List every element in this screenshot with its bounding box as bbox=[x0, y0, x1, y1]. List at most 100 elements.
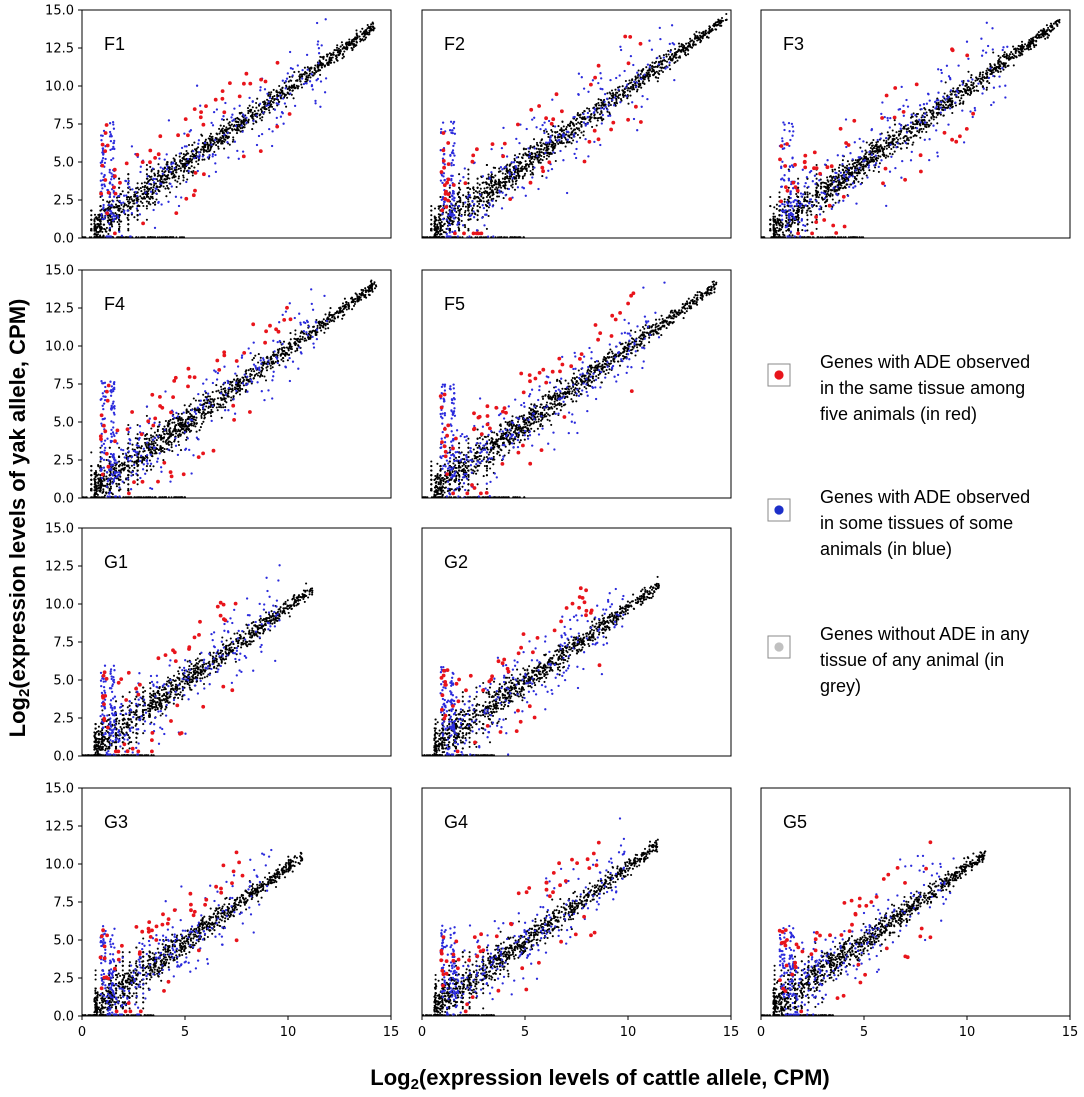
point-grey bbox=[636, 76, 639, 79]
point-grey bbox=[318, 69, 321, 72]
point-grey bbox=[344, 42, 348, 45]
point-grey bbox=[471, 212, 474, 215]
point-grey bbox=[533, 145, 536, 148]
point-grey bbox=[511, 183, 514, 186]
point-grey bbox=[551, 143, 554, 146]
point-grey bbox=[579, 116, 582, 119]
point-blue bbox=[463, 167, 466, 170]
point-grey bbox=[461, 205, 465, 208]
point-grey bbox=[165, 195, 168, 198]
point-grey bbox=[227, 127, 230, 130]
point-red bbox=[100, 163, 105, 168]
point-grey bbox=[449, 218, 452, 221]
point-grey bbox=[981, 71, 985, 74]
point-grey bbox=[922, 127, 925, 131]
point-grey bbox=[611, 92, 615, 95]
point-grey bbox=[942, 104, 945, 107]
point-blue bbox=[515, 156, 518, 159]
point-grey bbox=[683, 46, 686, 49]
point-grey bbox=[517, 164, 520, 167]
point-grey bbox=[337, 50, 340, 54]
point-grey bbox=[490, 189, 493, 192]
point-grey bbox=[366, 27, 369, 30]
point-blue bbox=[157, 201, 160, 204]
point-blue bbox=[587, 90, 590, 93]
point-grey bbox=[174, 175, 177, 178]
point-blue bbox=[544, 151, 547, 155]
point-blue bbox=[449, 120, 453, 123]
point-grey bbox=[817, 196, 820, 199]
point-grey bbox=[536, 151, 539, 154]
point-blue bbox=[466, 196, 469, 199]
point-grey bbox=[176, 180, 179, 183]
point-grey bbox=[350, 41, 353, 44]
point-blue bbox=[153, 226, 157, 230]
point-grey bbox=[943, 101, 946, 104]
point-blue bbox=[539, 127, 542, 131]
point-grey bbox=[267, 91, 271, 94]
point-grey bbox=[301, 73, 304, 76]
point-grey bbox=[122, 205, 125, 208]
point-grey bbox=[240, 120, 243, 123]
point-grey bbox=[289, 79, 292, 82]
point-grey bbox=[614, 93, 617, 96]
point-grey bbox=[476, 214, 479, 217]
point-red bbox=[258, 149, 263, 154]
point-blue bbox=[101, 156, 105, 160]
point-grey bbox=[846, 160, 849, 163]
point-red bbox=[589, 82, 593, 87]
point-grey bbox=[530, 162, 533, 165]
point-red bbox=[463, 181, 468, 186]
point-blue bbox=[234, 124, 238, 128]
point-blue bbox=[319, 80, 323, 83]
point-red bbox=[462, 231, 466, 236]
point-grey bbox=[574, 131, 577, 134]
point-blue bbox=[166, 167, 169, 171]
point-grey bbox=[521, 165, 524, 168]
point-grey bbox=[536, 158, 539, 161]
point-blue bbox=[464, 201, 467, 204]
point-grey bbox=[522, 148, 525, 151]
point-blue bbox=[573, 133, 576, 136]
point-blue bbox=[440, 127, 443, 131]
point-grey bbox=[527, 150, 530, 153]
point-grey bbox=[824, 182, 827, 185]
point-blue bbox=[207, 175, 211, 178]
point-grey bbox=[271, 95, 274, 98]
point-blue bbox=[230, 116, 233, 119]
point-grey bbox=[621, 94, 625, 97]
point-blue bbox=[281, 79, 284, 82]
point-blue bbox=[440, 198, 443, 201]
point-blue bbox=[113, 147, 116, 151]
point-grey bbox=[208, 137, 211, 140]
point-blue bbox=[528, 152, 532, 156]
point-grey bbox=[482, 200, 485, 203]
point-grey bbox=[610, 94, 613, 97]
point-grey bbox=[448, 229, 451, 232]
point-blue bbox=[492, 235, 495, 238]
point-blue bbox=[324, 18, 327, 21]
panels-layer: F10.02.55.07.510.012.515.0F2 F3F40.02.55.… bbox=[45, 4, 1078, 1041]
point-grey bbox=[352, 46, 355, 49]
point-grey bbox=[111, 225, 114, 228]
point-grey bbox=[430, 229, 433, 232]
point-grey bbox=[152, 201, 155, 205]
point-grey bbox=[833, 168, 837, 171]
point-grey bbox=[890, 147, 893, 151]
point-grey bbox=[985, 69, 988, 72]
point-grey bbox=[225, 126, 228, 129]
point-grey bbox=[701, 37, 704, 40]
point-grey bbox=[439, 229, 442, 232]
point-grey bbox=[694, 43, 697, 46]
point-blue bbox=[513, 172, 516, 176]
point-blue bbox=[527, 147, 530, 150]
point-blue bbox=[553, 125, 557, 128]
point-grey bbox=[127, 218, 130, 221]
point-grey bbox=[856, 174, 859, 177]
point-grey bbox=[120, 220, 123, 223]
point-grey bbox=[670, 53, 673, 56]
point-grey bbox=[778, 191, 781, 194]
point-grey bbox=[803, 196, 806, 199]
point-blue bbox=[600, 77, 603, 80]
point-grey bbox=[238, 125, 241, 128]
